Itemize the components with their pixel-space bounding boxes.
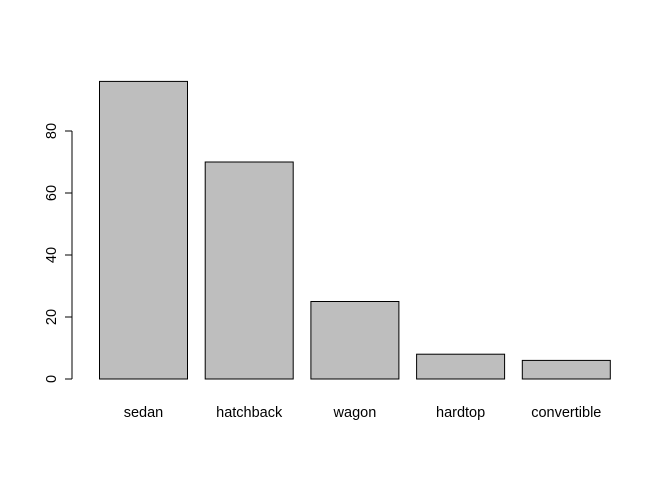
x-category-label: convertible xyxy=(531,405,601,421)
x-category-label: wagon xyxy=(333,405,377,421)
bars-group xyxy=(99,80,611,380)
y-tick-label: 80 xyxy=(44,123,60,139)
bar-convertible xyxy=(521,359,611,380)
bar-hardtop xyxy=(416,353,506,380)
y-tick-label: 0 xyxy=(44,375,60,383)
x-category-label: hardtop xyxy=(436,405,485,421)
bar-hatchback xyxy=(204,161,294,380)
x-category-label: hatchback xyxy=(216,405,283,421)
bar-sedan xyxy=(99,80,188,380)
x-axis-labels: sedan hatchback wagon hardtop convertible xyxy=(124,405,602,421)
y-tick-label: 40 xyxy=(44,247,60,263)
x-category-label: sedan xyxy=(124,405,164,421)
y-tick-label: 60 xyxy=(44,185,60,201)
y-tick-label: 20 xyxy=(44,309,60,325)
y-axis: 0 20 40 60 80 xyxy=(44,123,73,383)
bar-wagon xyxy=(310,301,400,380)
